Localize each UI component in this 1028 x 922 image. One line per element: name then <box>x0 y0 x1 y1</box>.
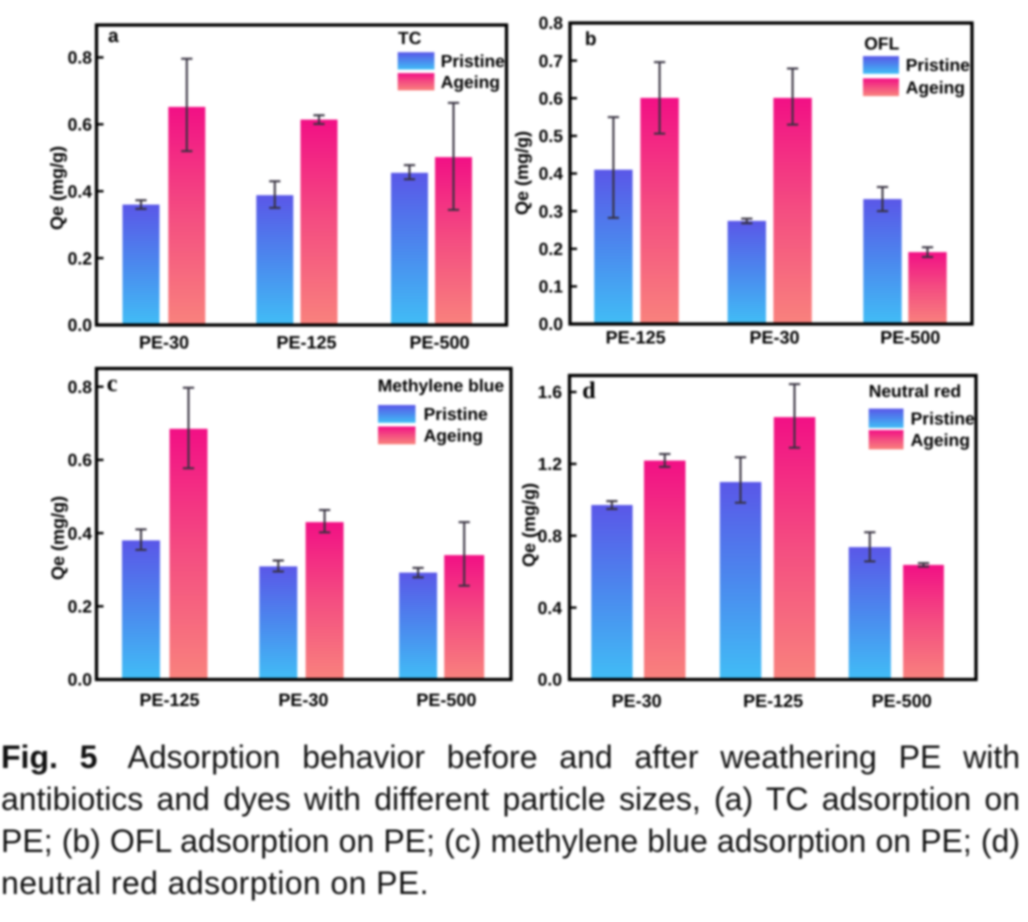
svg-text:PE-125: PE-125 <box>139 690 199 710</box>
svg-text:Qe (mg/g): Qe (mg/g) <box>48 496 68 580</box>
svg-text:0.1: 0.1 <box>539 277 564 297</box>
svg-text:0.4: 0.4 <box>68 523 93 543</box>
svg-text:b: b <box>585 29 597 50</box>
svg-text:OFL: OFL <box>864 34 899 54</box>
svg-text:c: c <box>107 371 118 397</box>
svg-text:PE-500: PE-500 <box>409 333 469 353</box>
svg-text:PE-500: PE-500 <box>416 690 476 710</box>
svg-text:Ageing: Ageing <box>906 78 965 98</box>
svg-text:Pristine: Pristine <box>441 51 505 71</box>
svg-text:0.6: 0.6 <box>539 89 564 109</box>
svg-text:PE-500: PE-500 <box>880 328 940 348</box>
svg-text:d: d <box>582 378 596 404</box>
svg-text:Qe (mg/g): Qe (mg/g) <box>47 146 67 230</box>
svg-text:0.5: 0.5 <box>539 126 564 146</box>
svg-text:0.2: 0.2 <box>68 248 93 268</box>
svg-text:a: a <box>108 26 119 47</box>
svg-text:0.0: 0.0 <box>538 670 563 690</box>
svg-text:0.8: 0.8 <box>538 526 563 546</box>
svg-text:Pristine: Pristine <box>424 404 488 424</box>
svg-text:PE-30: PE-30 <box>612 691 662 711</box>
svg-text:0.2: 0.2 <box>539 239 564 259</box>
svg-text:Qe (mg/g): Qe (mg/g) <box>519 483 539 567</box>
svg-text:1.2: 1.2 <box>538 454 563 474</box>
svg-text:Ageing: Ageing <box>911 430 970 450</box>
svg-text:PE-30: PE-30 <box>278 690 328 710</box>
svg-text:1.6: 1.6 <box>538 382 563 402</box>
svg-text:0.4: 0.4 <box>539 164 564 184</box>
svg-text:TC: TC <box>398 28 422 48</box>
svg-text:Neutral red: Neutral red <box>869 381 961 401</box>
svg-text:PE-30: PE-30 <box>749 328 799 348</box>
svg-text:PE-500: PE-500 <box>872 691 932 711</box>
svg-text:PE-30: PE-30 <box>139 333 189 353</box>
svg-text:0.6: 0.6 <box>68 450 93 470</box>
svg-text:0.0: 0.0 <box>539 314 564 334</box>
svg-text:0.3: 0.3 <box>539 201 564 221</box>
svg-text:0.0: 0.0 <box>68 670 93 690</box>
svg-text:0.6: 0.6 <box>68 115 93 135</box>
svg-text:0.7: 0.7 <box>539 51 563 71</box>
svg-text:PE-125: PE-125 <box>276 333 336 353</box>
svg-text:Ageing: Ageing <box>424 426 483 446</box>
svg-text:PE-125: PE-125 <box>743 691 803 711</box>
svg-text:0.2: 0.2 <box>68 597 93 617</box>
svg-text:Pristine: Pristine <box>906 55 970 75</box>
svg-text:0.0: 0.0 <box>68 315 93 335</box>
svg-text:0.4: 0.4 <box>538 598 563 618</box>
svg-text:PE-125: PE-125 <box>606 328 666 348</box>
svg-text:0.8: 0.8 <box>68 48 93 68</box>
svg-text:Methylene blue: Methylene blue <box>378 375 505 395</box>
svg-text:0.8: 0.8 <box>68 377 93 397</box>
svg-text:0.8: 0.8 <box>539 13 564 33</box>
svg-text:0.4: 0.4 <box>68 181 93 201</box>
svg-text:Ageing: Ageing <box>441 72 500 92</box>
svg-text:Pristine: Pristine <box>911 409 975 429</box>
svg-text:Qe (mg/g): Qe (mg/g) <box>512 131 532 215</box>
